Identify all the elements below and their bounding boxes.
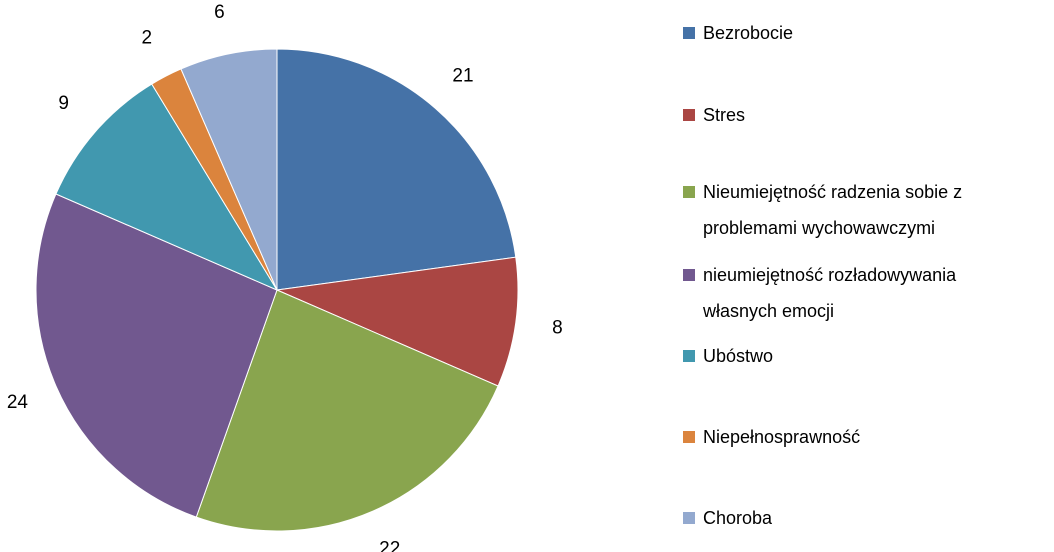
legend-label: Bezrobocie bbox=[703, 23, 794, 43]
legend-swatch bbox=[683, 109, 695, 121]
legend-item: Bezrobocie bbox=[683, 15, 1043, 51]
legend-item: Niepełnosprawność bbox=[683, 419, 1043, 455]
legend-swatch bbox=[683, 350, 695, 362]
pie-slice bbox=[276, 48, 517, 291]
pie-slice bbox=[195, 289, 499, 532]
data-label: 8 bbox=[552, 318, 563, 339]
data-label: 2 bbox=[142, 28, 153, 49]
data-label: 22 bbox=[379, 539, 400, 552]
legend-label: Nieumiejętność radzenia sobie z problema… bbox=[703, 182, 963, 238]
pie-slice bbox=[55, 83, 279, 292]
legend-label: Niepełnosprawność bbox=[703, 427, 861, 447]
legend-label: Ubóstwo bbox=[703, 346, 774, 366]
data-label: 6 bbox=[214, 2, 225, 23]
legend-swatch bbox=[683, 431, 695, 443]
pie-slice bbox=[35, 193, 278, 518]
legend-item: Choroba bbox=[683, 500, 1043, 536]
pie-slice bbox=[180, 48, 278, 291]
data-label: 21 bbox=[452, 66, 473, 87]
legend-swatch bbox=[683, 512, 695, 524]
pie-slice bbox=[275, 256, 519, 387]
data-label: 9 bbox=[58, 93, 69, 114]
legend-label: nieumiejętność rozładowywania własnych e… bbox=[703, 265, 957, 321]
legend-swatch bbox=[683, 27, 695, 39]
pie-area: 21 8 22 24 9 2 6 bbox=[7, 2, 563, 552]
legend-item: Ubóstwo bbox=[683, 338, 1043, 374]
legend-label: Choroba bbox=[703, 508, 773, 528]
legend-swatch bbox=[683, 186, 695, 198]
legend-item: Nieumiejętność radzenia sobie z problema… bbox=[683, 174, 1043, 246]
legend-label: Stres bbox=[703, 105, 746, 125]
legend-item: Stres bbox=[683, 97, 1043, 133]
data-label: 24 bbox=[7, 392, 29, 413]
legend-item: nieumiejętność rozładowywania własnych e… bbox=[683, 257, 1043, 329]
legend-swatch bbox=[683, 269, 695, 281]
